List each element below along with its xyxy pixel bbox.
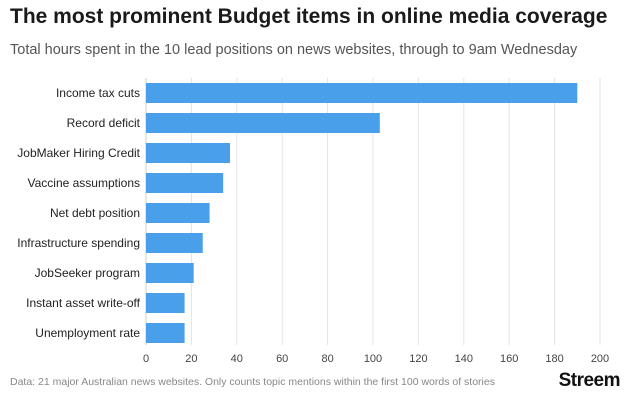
data-source-note: Data: 21 major Australian news websites.…	[10, 376, 495, 388]
bar	[146, 323, 185, 343]
x-tick-label: 40	[231, 353, 243, 365]
x-tick-label: 100	[364, 353, 382, 365]
x-tick-label: 180	[545, 353, 563, 365]
category-label: Record deficit	[67, 116, 141, 130]
bar	[146, 263, 194, 283]
chart-subtitle: Total hours spent in the 10 lead positio…	[10, 42, 578, 58]
category-label: JobMaker Hiring Credit	[17, 146, 140, 160]
x-tick-label: 200	[591, 353, 609, 365]
category-label: JobSeeker program	[35, 266, 140, 280]
bar	[146, 233, 203, 253]
x-tick-label: 20	[185, 353, 197, 365]
chart-title: The most prominent Budget items in onlin…	[10, 5, 608, 28]
category-label: Unemployment rate	[35, 326, 140, 340]
category-label: Instant asset write-off	[26, 296, 140, 310]
category-label: Vaccine assumptions	[28, 176, 141, 190]
bar	[146, 83, 578, 103]
x-tick-label: 0	[143, 353, 149, 365]
category-label: Infrastructure spending	[17, 236, 140, 250]
streem-logo: Streem	[558, 370, 621, 391]
bar	[146, 113, 380, 133]
x-tick-label: 80	[321, 353, 333, 365]
bar	[146, 173, 224, 193]
category-label: Net debt position	[50, 206, 140, 220]
category-label: Income tax cuts	[56, 86, 140, 100]
x-tick-label: 140	[455, 353, 473, 365]
bar	[146, 293, 185, 313]
bar	[146, 203, 210, 223]
x-tick-label: 120	[409, 353, 427, 365]
x-tick-label: 60	[276, 353, 288, 365]
bar	[146, 143, 230, 163]
x-tick-label: 160	[500, 353, 518, 365]
